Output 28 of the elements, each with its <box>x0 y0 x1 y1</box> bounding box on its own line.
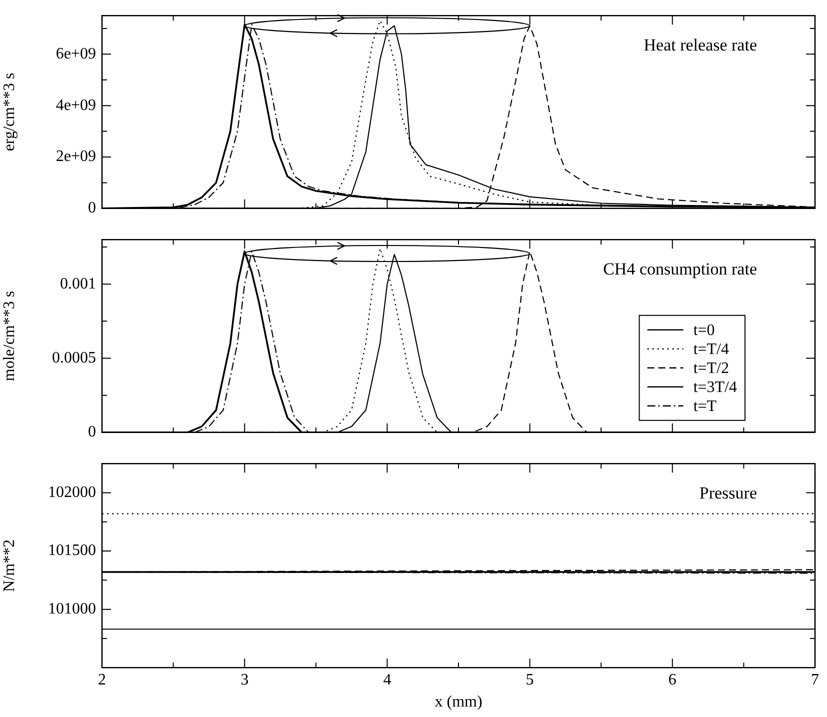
y-tick-label: 0 <box>88 424 96 441</box>
legend-label: t=T/2 <box>693 360 729 378</box>
y-tick-label: 0.001 <box>60 275 96 292</box>
y-tick-label: 6e+09 <box>56 45 96 62</box>
x-axis-title: x (mm) <box>434 694 482 711</box>
legend-label: t=0 <box>693 322 715 340</box>
legend-label: t=3T/4 <box>693 379 737 396</box>
text: Heat release rate <box>644 36 757 55</box>
y-tick-label: 0 <box>88 200 96 217</box>
y-tick-label: 101500 <box>48 542 96 560</box>
y-axis-title: mole/cm**3 s <box>0 290 18 382</box>
y-tick-label: 2e+09 <box>56 148 96 166</box>
text: CH4 consumption rate <box>603 260 757 279</box>
legend-label: t=T <box>693 398 717 416</box>
y-axis-title: N/m**2 <box>0 539 18 592</box>
y-tick-label: 101000 <box>48 600 96 618</box>
text: Pressure <box>699 484 757 503</box>
y-tick-label: 0.0005 <box>52 349 96 366</box>
y-tick-label: 102000 <box>48 484 96 501</box>
y-tick-label: 4e+09 <box>56 96 96 114</box>
x-tick-label: 7 <box>811 671 819 688</box>
x-tick-label: 4 <box>383 671 392 688</box>
x-tick-label: 3 <box>240 671 249 688</box>
y-axis-title: erg/cm**3 s <box>0 72 18 152</box>
x-tick-label: 5 <box>526 671 534 688</box>
legend-label: t=T/4 <box>693 341 729 358</box>
x-tick-label: 2 <box>98 671 106 688</box>
x-tick-label: 6 <box>668 671 676 688</box>
